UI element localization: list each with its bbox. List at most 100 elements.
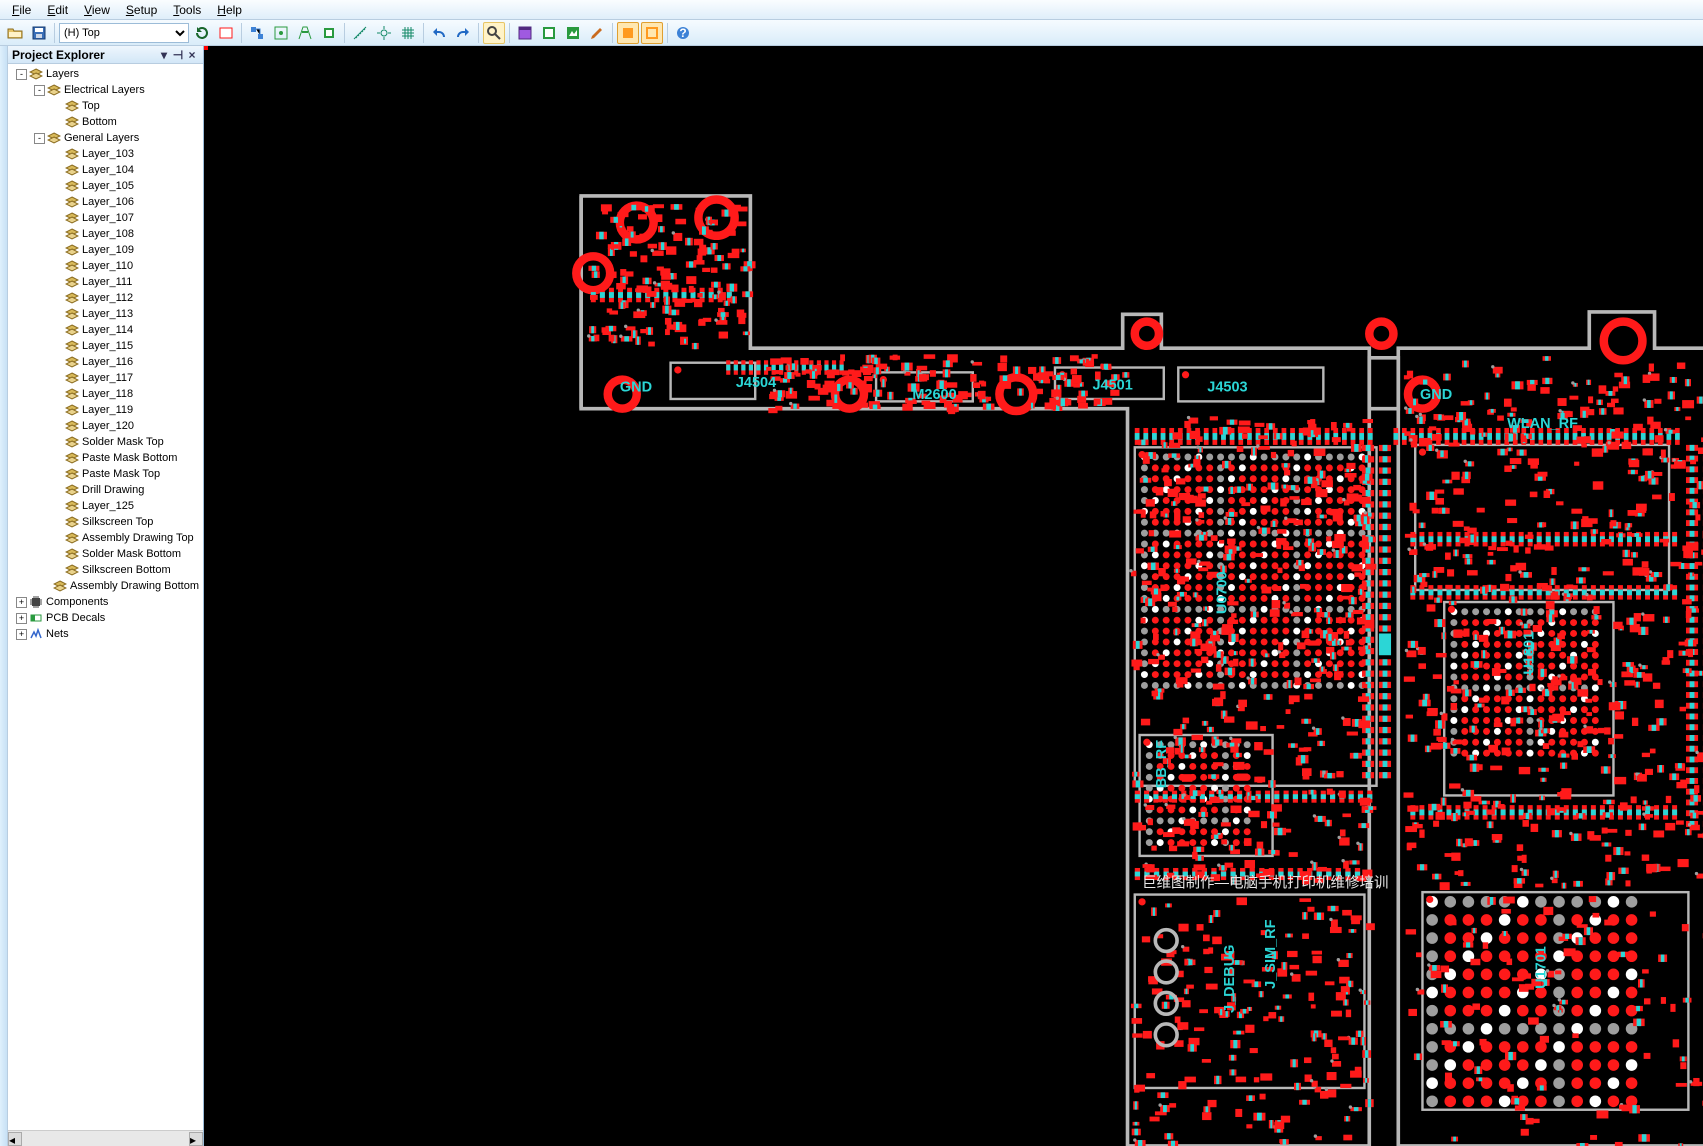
tree-item-layer-103[interactable]: Layer_103 [8,146,203,162]
tree-twisty-icon[interactable] [52,357,63,368]
tree-item-layer-108[interactable]: Layer_108 [8,226,203,242]
menu-tools[interactable]: Tools [165,1,209,19]
tree-twisty-icon[interactable] [52,469,63,480]
redo-button[interactable] [452,22,474,44]
tree-item-layer-120[interactable]: Layer_120 [8,418,203,434]
tree-twisty-icon[interactable]: + [16,613,27,624]
tree-twisty-icon[interactable] [52,261,63,272]
tree-item-paste-mask-top[interactable]: Paste Mask Top [8,466,203,482]
snap-button[interactable] [373,22,395,44]
tree-item-layer-109[interactable]: Layer_109 [8,242,203,258]
tree-item-layer-115[interactable]: Layer_115 [8,338,203,354]
highlight-b-button[interactable] [641,22,663,44]
tree-item-assembly-drawing-bottom[interactable]: Assembly Drawing Bottom [8,578,203,594]
tree-twisty-icon[interactable] [52,501,63,512]
tree-twisty-icon[interactable] [52,405,63,416]
tree-twisty-icon[interactable]: - [34,133,45,144]
tree-twisty-icon[interactable] [52,181,63,192]
tree-item-layer-112[interactable]: Layer_112 [8,290,203,306]
tree-item-layer-106[interactable]: Layer_106 [8,194,203,210]
tool-b-button[interactable] [270,22,292,44]
tree-twisty-icon[interactable]: + [16,629,27,640]
tree-item-solder-mask-top[interactable]: Solder Mask Top [8,434,203,450]
tree-item-silkscreen-top[interactable]: Silkscreen Top [8,514,203,530]
tree-item-layer-125[interactable]: Layer_125 [8,498,203,514]
tree-twisty-icon[interactable] [52,101,63,112]
tree-twisty-icon[interactable] [52,293,63,304]
tree-twisty-icon[interactable] [42,581,51,592]
tree-item-layer-111[interactable]: Layer_111 [8,274,203,290]
tree-twisty-icon[interactable] [52,325,63,336]
tool-c-button[interactable] [294,22,316,44]
menu-help[interactable]: Help [209,1,250,19]
tree-item-layer-116[interactable]: Layer_116 [8,354,203,370]
tree-item-layer-119[interactable]: Layer_119 [8,402,203,418]
tree-item-silkscreen-bottom[interactable]: Silkscreen Bottom [8,562,203,578]
tree-twisty-icon[interactable] [52,213,63,224]
tree-item-layer-110[interactable]: Layer_110 [8,258,203,274]
tree-twisty-icon[interactable] [52,453,63,464]
tree-twisty-icon[interactable]: - [16,69,27,80]
panel-close-icon[interactable]: × [185,48,199,62]
tree-twisty-icon[interactable] [52,309,63,320]
tree-item-components[interactable]: +Components [8,594,203,610]
tree-item-layer-105[interactable]: Layer_105 [8,178,203,194]
tree-item-layer-118[interactable]: Layer_118 [8,386,203,402]
tree-twisty-icon[interactable] [52,165,63,176]
tree-twisty-icon[interactable] [52,277,63,288]
tree-item-nets[interactable]: +Nets [8,626,203,642]
tree-item-layer-104[interactable]: Layer_104 [8,162,203,178]
tree-twisty-icon[interactable] [52,149,63,160]
tree-twisty-icon[interactable] [52,549,63,560]
tree-twisty-icon[interactable] [52,437,63,448]
tree-twisty-icon[interactable] [52,485,63,496]
dock-gutter[interactable] [0,46,8,1146]
tree-twisty-icon[interactable]: - [34,85,45,96]
brush-button[interactable] [586,22,608,44]
layer-select[interactable]: (H) Top [59,23,189,43]
highlight-a-button[interactable] [617,22,639,44]
tree-item-layer-113[interactable]: Layer_113 [8,306,203,322]
tree-twisty-icon[interactable] [52,565,63,576]
save-button[interactable] [28,22,50,44]
tree-twisty-icon[interactable] [52,533,63,544]
tree-twisty-icon[interactable] [52,517,63,528]
grid-button[interactable] [397,22,419,44]
project-tree[interactable]: -Layers-Electrical LayersTopBottom-Gener… [8,64,203,1130]
tree-item-top[interactable]: Top [8,98,203,114]
board-outline-button[interactable] [215,22,237,44]
tree-twisty-icon[interactable] [52,229,63,240]
tree-item-layers[interactable]: -Layers [8,66,203,82]
tree-item-drill-drawing[interactable]: Drill Drawing [8,482,203,498]
hscroll-right-icon[interactable]: ▸ [189,1132,203,1146]
open-button[interactable] [4,22,26,44]
pcb-canvas[interactable]: 巨维图制作—电脑手机打印机维修培训M2600J4501J4503J4504WLA… [204,46,1703,1146]
tree-twisty-icon[interactable] [52,197,63,208]
tree-item-layer-107[interactable]: Layer_107 [8,210,203,226]
menu-file[interactable]: File [4,1,39,19]
panel-hscroll[interactable]: ◂ ▸ [8,1130,203,1146]
tree-item-layer-114[interactable]: Layer_114 [8,322,203,338]
measure-button[interactable] [349,22,371,44]
tree-item-assembly-drawing-top[interactable]: Assembly Drawing Top [8,530,203,546]
tool-a-button[interactable] [246,22,268,44]
tool-d-button[interactable] [318,22,340,44]
tree-item-paste-mask-bottom[interactable]: Paste Mask Bottom [8,450,203,466]
undo-button[interactable] [428,22,450,44]
window-a-button[interactable] [514,22,536,44]
panel-titlebar[interactable]: Project Explorer ▾ ⊣ × [8,46,203,64]
tree-twisty-icon[interactable] [52,389,63,400]
cycle-layer-button[interactable] [191,22,213,44]
help-button[interactable]: ? [672,22,694,44]
tree-item-solder-mask-bottom[interactable]: Solder Mask Bottom [8,546,203,562]
tree-twisty-icon[interactable] [52,341,63,352]
hscroll-left-icon[interactable]: ◂ [8,1132,22,1146]
tree-twisty-icon[interactable] [52,421,63,432]
tree-twisty-icon[interactable] [52,245,63,256]
tree-item-bottom[interactable]: Bottom [8,114,203,130]
tree-twisty-icon[interactable] [52,117,63,128]
tree-item-pcb-decals[interactable]: +PCB Decals [8,610,203,626]
panel-pin-icon[interactable]: ⊣ [171,48,185,62]
window-c-button[interactable] [562,22,584,44]
menu-view[interactable]: View [76,1,118,19]
